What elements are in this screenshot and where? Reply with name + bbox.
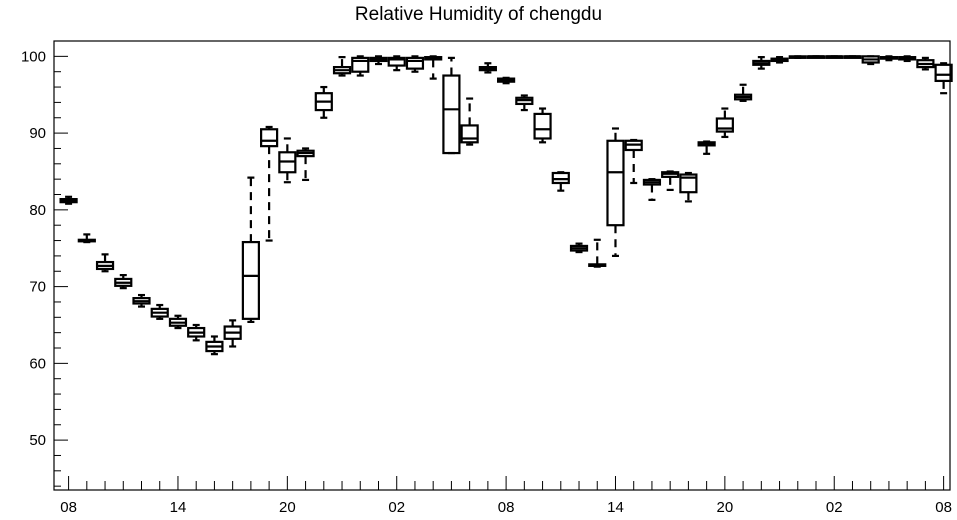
box-37 — [733, 83, 753, 102]
y-tick-label: 80 — [29, 202, 46, 219]
box-body — [387, 56, 406, 67]
box-30 — [606, 127, 625, 258]
box-42 — [825, 55, 844, 59]
box-body — [533, 112, 552, 140]
box-12 — [278, 137, 297, 184]
x-tick-label: 08 — [498, 499, 515, 516]
box-40 — [788, 55, 807, 59]
box-0 — [59, 195, 78, 205]
x-axis: 08 14 20 02 08 14 20 02 08 — [60, 476, 952, 516]
box-25 — [515, 94, 534, 112]
box-44 — [861, 55, 880, 66]
box-22 — [460, 97, 479, 146]
box-27 — [551, 171, 570, 192]
box-32 — [642, 178, 662, 201]
box-2 — [95, 253, 115, 273]
box-34 — [679, 171, 698, 203]
box-48 — [934, 62, 953, 95]
box-47 — [916, 56, 935, 71]
box-body — [351, 56, 370, 73]
box-8 — [205, 335, 224, 356]
box-15 — [332, 56, 352, 77]
box-body — [405, 56, 425, 70]
box-body — [260, 128, 279, 148]
box-body — [241, 240, 260, 320]
x-tick-label: 02 — [388, 499, 405, 516]
box-39 — [770, 56, 789, 64]
box-7 — [187, 323, 206, 342]
box-3 — [114, 273, 133, 290]
plot-frame — [53, 40, 951, 491]
box-16 — [351, 55, 370, 77]
box-38 — [752, 56, 771, 70]
box-21 — [442, 56, 461, 155]
box-24 — [497, 76, 516, 85]
box-13 — [296, 147, 315, 182]
box-28 — [569, 242, 589, 254]
box-36 — [715, 107, 734, 139]
y-tick-label: 90 — [29, 125, 46, 142]
box-17 — [369, 55, 388, 66]
x-tick-label: 20 — [717, 499, 734, 516]
box-31 — [624, 138, 643, 185]
box-5 — [150, 303, 169, 320]
x-tick-label: 08 — [60, 499, 77, 516]
box-body — [934, 63, 953, 83]
y-tick-label: 60 — [29, 355, 46, 372]
box-33 — [661, 170, 680, 191]
box-41 — [806, 55, 826, 59]
box-19 — [405, 55, 425, 73]
y-tick-label: 70 — [29, 279, 46, 296]
box-29 — [588, 238, 607, 268]
box-6 — [168, 314, 188, 330]
x-tick-label: 20 — [279, 499, 296, 516]
box-10 — [241, 176, 260, 324]
box-46 — [898, 55, 917, 63]
box-body — [606, 139, 625, 227]
box-4 — [132, 293, 151, 308]
box-26 — [533, 107, 552, 144]
y-axis: 50 60 70 80 90 100 — [21, 40, 68, 487]
box-35 — [697, 140, 716, 155]
box-body — [679, 173, 698, 194]
x-tick-label: 02 — [826, 499, 843, 516]
x-tick-label: 14 — [170, 499, 187, 516]
box-1 — [77, 233, 96, 244]
box-body — [715, 117, 734, 133]
y-tick-label: 50 — [29, 432, 46, 449]
box-23 — [478, 62, 497, 74]
box-body — [460, 124, 479, 144]
box-9 — [223, 319, 242, 348]
box-18 — [387, 55, 406, 72]
x-tick-label: 08 — [935, 499, 952, 516]
box-body — [551, 171, 570, 185]
boxes-group — [59, 55, 953, 356]
box-45 — [879, 55, 899, 62]
box-20 — [424, 55, 443, 80]
box-43 — [843, 55, 862, 59]
box-body — [442, 74, 461, 155]
chart-title: Relative Humidity of chengdu — [354, 4, 603, 25]
y-tick-label: 100 — [21, 48, 46, 65]
box-11 — [260, 125, 279, 242]
box-14 — [314, 85, 333, 119]
x-tick-label: 14 — [607, 499, 624, 516]
